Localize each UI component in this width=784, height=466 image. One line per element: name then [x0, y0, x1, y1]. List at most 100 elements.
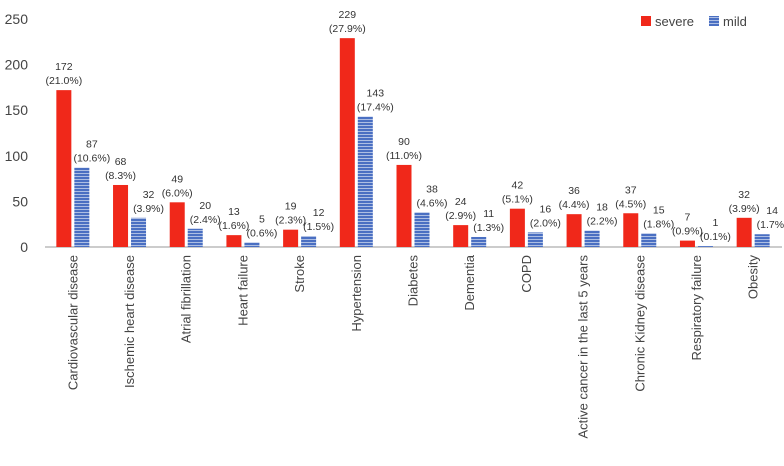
percent-label: (1.8%) — [643, 218, 674, 230]
percent-label: (0.9%) — [672, 226, 703, 238]
y-tick-label: 0 — [20, 239, 28, 255]
percent-label: (5.1%) — [502, 194, 533, 206]
value-label: 68 — [115, 156, 127, 168]
value-label: 5 — [259, 213, 265, 225]
legend-swatch — [709, 16, 719, 26]
bar — [584, 230, 600, 247]
x-tick-label: Stroke — [292, 255, 307, 293]
x-tick-label: Hypertension — [349, 255, 364, 332]
x-tick-label: Respiratory failure — [689, 255, 704, 361]
y-tick-label: 150 — [5, 102, 29, 118]
bar — [74, 167, 90, 247]
bar — [131, 217, 147, 247]
bar — [754, 234, 770, 247]
x-tick-label: Active cancer in the last 5 years — [576, 255, 591, 439]
bar — [414, 212, 430, 247]
percent-label: (27.9%) — [329, 23, 366, 35]
bar — [244, 242, 260, 247]
value-label: 19 — [285, 201, 297, 213]
percent-label: (0.1%) — [700, 231, 731, 243]
value-label: 37 — [625, 184, 637, 196]
y-tick-label: 200 — [5, 57, 29, 73]
legend-swatch — [641, 16, 651, 26]
bar — [301, 236, 317, 247]
y-tick-label: 50 — [12, 193, 28, 209]
value-label: 32 — [738, 189, 750, 201]
bar — [56, 90, 72, 247]
x-tick-label: Cardiovascular disease — [65, 255, 80, 390]
bar — [736, 217, 752, 247]
value-label: 18 — [596, 202, 608, 214]
percent-label: (1.5%) — [303, 221, 334, 233]
value-label: 87 — [86, 139, 98, 151]
x-tick-label: Atrial fibrillation — [179, 255, 194, 343]
bar — [357, 116, 373, 247]
value-label: 20 — [199, 200, 211, 212]
percent-label: (1.6%) — [218, 220, 249, 232]
percent-label: (1.3%) — [473, 222, 504, 234]
value-label: 38 — [426, 183, 438, 195]
bar — [566, 214, 582, 247]
percent-label: (3.9%) — [133, 203, 164, 215]
value-label: 15 — [653, 204, 665, 216]
bar — [339, 38, 355, 247]
percent-label: (2.0%) — [530, 217, 561, 229]
bar — [697, 246, 713, 247]
bar — [169, 202, 185, 247]
value-label: 24 — [455, 196, 467, 208]
bar — [679, 240, 695, 247]
value-label: 172 — [55, 61, 73, 73]
value-label: 7 — [685, 212, 691, 224]
bar — [471, 236, 487, 247]
value-label: 49 — [171, 173, 183, 185]
percent-label: (4.5%) — [615, 198, 646, 210]
bar — [509, 208, 525, 247]
percent-label: (8.3%) — [105, 170, 136, 182]
percent-label: (21.0%) — [45, 75, 82, 87]
percent-label: (3.9%) — [729, 203, 760, 215]
x-tick-label: Obesity — [746, 255, 761, 300]
bar — [226, 235, 242, 247]
percent-label: (2.9%) — [445, 210, 476, 222]
percent-label: (4.6%) — [417, 197, 448, 209]
legend-label: severe — [655, 14, 694, 29]
value-label: 14 — [766, 205, 778, 217]
legend-label: mild — [723, 14, 747, 29]
bar — [396, 164, 412, 247]
percent-label: (1.7%) — [757, 219, 784, 231]
value-label: 143 — [367, 88, 385, 100]
value-label: 1 — [713, 217, 719, 229]
percent-label: (11.0%) — [386, 150, 422, 162]
percent-label: (6.0%) — [162, 187, 193, 199]
value-label: 90 — [398, 136, 410, 148]
percent-label: (2.2%) — [587, 216, 618, 228]
value-label: 42 — [512, 180, 524, 192]
bar — [453, 225, 469, 247]
x-tick-label: Diabetes — [406, 255, 421, 307]
x-tick-label: Ischemic heart disease — [122, 255, 137, 388]
y-tick-label: 100 — [5, 148, 29, 164]
percent-label: (4.4%) — [559, 199, 590, 211]
percent-label: (10.6%) — [73, 153, 110, 165]
bar — [527, 232, 543, 247]
bar — [623, 213, 639, 247]
percent-label: (0.6%) — [246, 227, 277, 239]
value-label: 36 — [568, 185, 580, 197]
bar — [187, 228, 203, 247]
percent-label: (2.4%) — [190, 214, 221, 226]
bar — [641, 233, 657, 247]
value-label: 13 — [228, 206, 240, 218]
bar — [283, 229, 299, 247]
x-tick-label: COPD — [519, 255, 534, 293]
y-tick-label: 250 — [5, 11, 29, 27]
value-label: 12 — [313, 207, 325, 219]
bar — [113, 184, 129, 247]
percent-label: (2.3%) — [275, 215, 306, 227]
percent-label: (17.4%) — [357, 102, 394, 114]
x-tick-label: Dementia — [462, 254, 477, 310]
value-label: 11 — [483, 208, 494, 220]
value-label: 16 — [540, 203, 552, 215]
x-tick-label: Heart failure — [235, 255, 250, 326]
x-tick-label: Chronic Kidney disease — [632, 255, 647, 392]
